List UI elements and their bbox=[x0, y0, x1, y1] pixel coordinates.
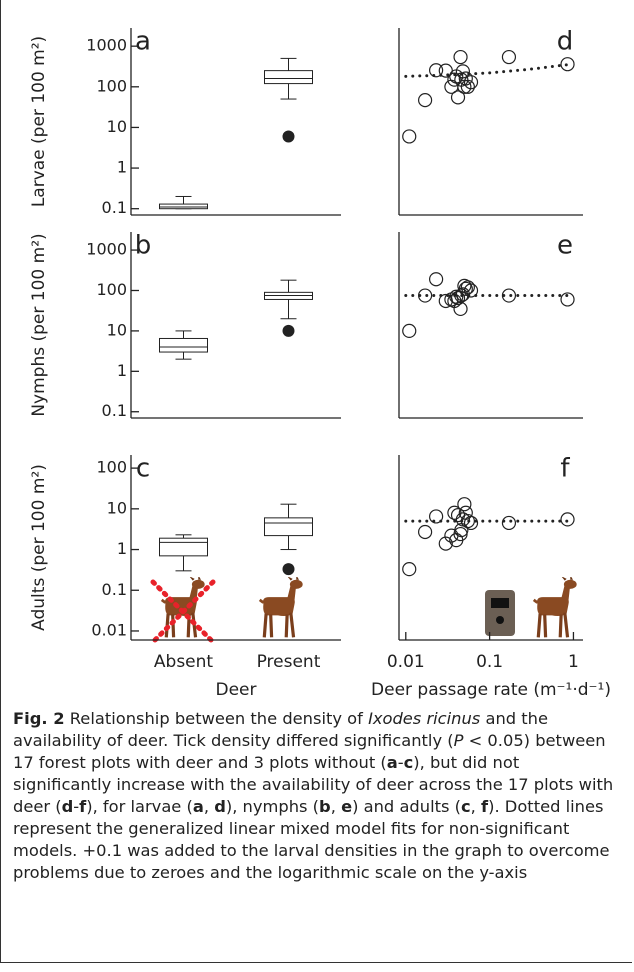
deer-present-icon bbox=[260, 575, 303, 637]
caption-panel-ref: c bbox=[461, 797, 471, 816]
data-point bbox=[502, 516, 515, 529]
caption-panel-ref: e bbox=[341, 797, 352, 816]
data-point bbox=[458, 498, 471, 511]
y-tick-label: 0.01 bbox=[91, 620, 127, 639]
camera-icon bbox=[485, 590, 515, 636]
y-tick-label: 100 bbox=[96, 76, 127, 95]
data-point bbox=[430, 510, 443, 523]
box bbox=[265, 71, 313, 84]
data-point bbox=[561, 513, 574, 526]
caption-text: , bbox=[331, 797, 341, 816]
y-tick-label: 1 bbox=[117, 361, 127, 380]
data-point bbox=[419, 94, 432, 107]
box bbox=[265, 518, 313, 536]
panel-label: f bbox=[560, 454, 570, 484]
panel-label: e bbox=[557, 231, 573, 261]
y-tick-label: 100 bbox=[96, 458, 127, 477]
caption-text: ), for larvae ( bbox=[86, 797, 193, 816]
y-tick-label: 10 bbox=[107, 498, 127, 517]
caption: Fig. 2 Relationship between the density … bbox=[13, 708, 619, 884]
x-tick-label: Absent bbox=[154, 652, 214, 672]
x-axis-label: Deer passage rate (m⁻¹·d⁻¹) bbox=[371, 680, 611, 700]
data-point bbox=[454, 51, 467, 64]
outlier bbox=[283, 130, 295, 142]
deer-absent-icon bbox=[153, 575, 213, 642]
caption-species: Ixodes ricinus bbox=[368, 709, 480, 728]
data-point bbox=[465, 516, 478, 529]
data-point bbox=[403, 324, 416, 337]
caption-panel-ref: d bbox=[62, 797, 74, 816]
box bbox=[160, 204, 208, 209]
y-tick-label: 0.1 bbox=[102, 401, 127, 420]
y-tick-label: 1 bbox=[117, 539, 127, 558]
panel-label: b bbox=[135, 231, 152, 261]
y-tick-label: 10 bbox=[107, 117, 127, 136]
caption-text: , bbox=[471, 797, 481, 816]
panel-label: a bbox=[135, 27, 151, 57]
box bbox=[160, 338, 208, 352]
y-tick-label: 1 bbox=[117, 158, 127, 177]
data-point bbox=[403, 130, 416, 143]
caption-panel-ref: a bbox=[193, 797, 204, 816]
panel-label: d bbox=[557, 27, 574, 57]
y-tick-label: 10 bbox=[107, 320, 127, 339]
x-tick-label: 1 bbox=[568, 652, 579, 672]
caption-text: , bbox=[204, 797, 214, 816]
caption-text: ), nymphs ( bbox=[226, 797, 319, 816]
y-axis-label: Nymphs (per 100 m²) bbox=[29, 233, 49, 416]
caption-panel-ref: b bbox=[319, 797, 331, 816]
x-tick-label: 0.01 bbox=[387, 652, 425, 672]
x-tick-label: 0.1 bbox=[476, 652, 503, 672]
figure: a10001001010.1Larvae (per 100 m²)b100010… bbox=[0, 0, 632, 963]
data-point bbox=[419, 525, 432, 538]
data-point bbox=[502, 51, 515, 64]
data-point bbox=[403, 563, 416, 576]
y-tick-label: 100 bbox=[96, 280, 127, 299]
outlier bbox=[283, 563, 295, 575]
deer-icon bbox=[534, 575, 577, 637]
y-axis-label: Larvae (per 100 m²) bbox=[29, 36, 49, 207]
y-tick-label: 1000 bbox=[86, 36, 127, 55]
outlier bbox=[283, 325, 295, 337]
caption-symbol: P bbox=[454, 731, 464, 750]
caption-label: Fig. 2 bbox=[13, 709, 65, 728]
caption-panel-ref: d bbox=[214, 797, 226, 816]
box bbox=[160, 538, 208, 556]
y-tick-label: 0.1 bbox=[102, 580, 127, 599]
caption-text: ) and adults ( bbox=[352, 797, 461, 816]
x-tick-label: Present bbox=[257, 652, 321, 672]
y-tick-label: 0.1 bbox=[102, 198, 127, 217]
x-axis-label: Deer bbox=[216, 680, 257, 700]
data-point bbox=[430, 273, 443, 286]
y-axis-label: Adults (per 100 m²) bbox=[29, 464, 49, 631]
caption-panel-ref: a bbox=[387, 753, 398, 772]
caption-panel-ref: c bbox=[404, 753, 414, 772]
y-tick-label: 1000 bbox=[86, 240, 127, 259]
caption-text: Relationship between the density of bbox=[65, 709, 369, 728]
